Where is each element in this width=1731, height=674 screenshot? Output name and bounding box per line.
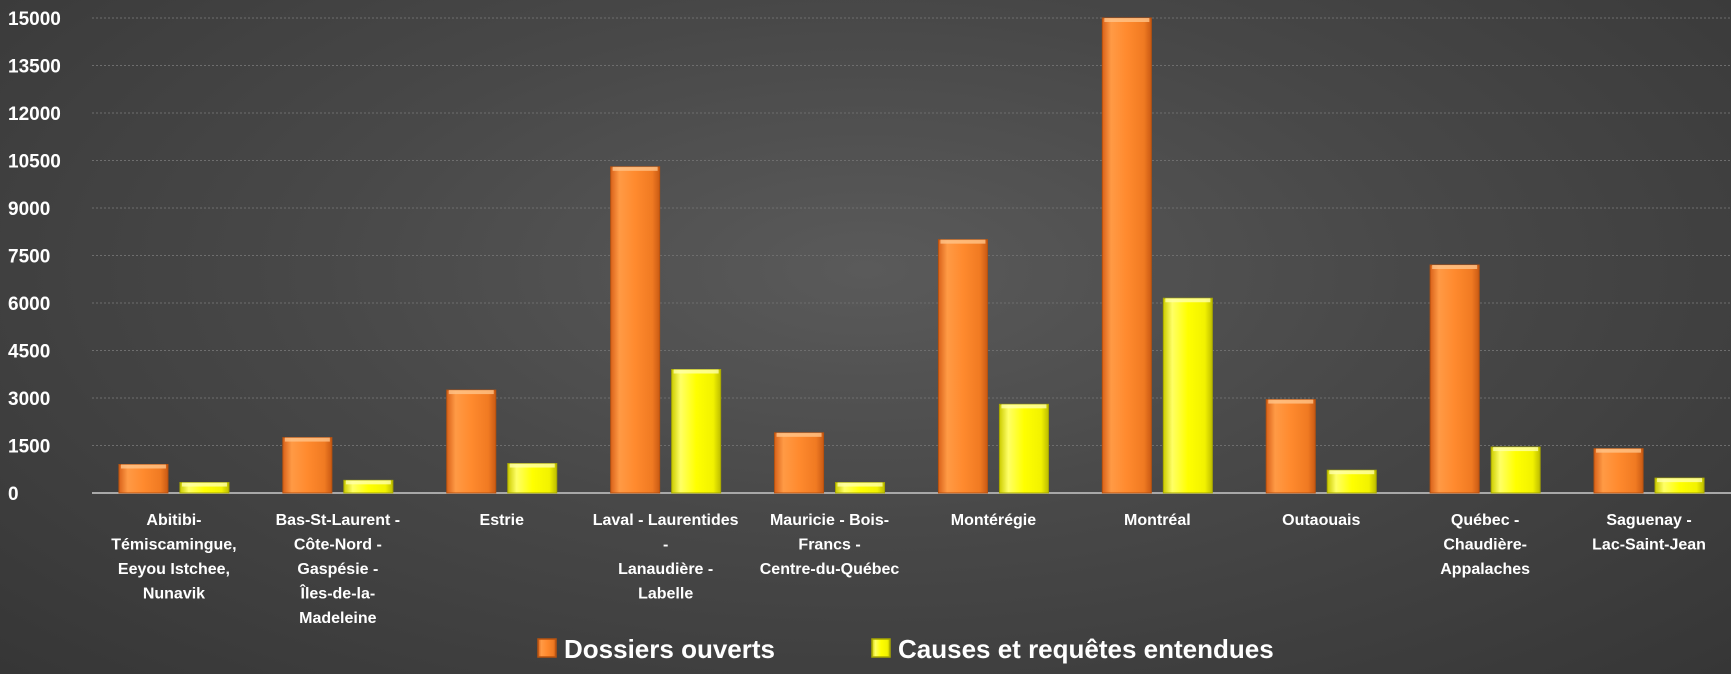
bar-highlight (448, 390, 494, 395)
bars (118, 17, 1705, 494)
bar-highlight (1001, 404, 1047, 409)
bar-highlight (1104, 18, 1150, 22)
bar-dossiers-ouverts (446, 389, 497, 494)
y-tick-label: 12000 (8, 104, 61, 125)
y-tick-label: 9000 (8, 199, 50, 220)
x-tick-label: Gaspésie - (297, 561, 378, 578)
x-tick-label: Montérégie (951, 512, 1036, 529)
bar-highlight (776, 432, 822, 437)
bar-dossiers-ouverts (282, 437, 333, 494)
bar-highlight (1493, 447, 1539, 452)
bar-highlight (612, 166, 658, 171)
bar-highlight (1329, 470, 1375, 475)
y-axis-ticks: 0 1500 3000 4500 6000 7500 9000 10500 12000 13500… (8, 9, 61, 505)
x-tick-label: Laval - Laurentides (593, 512, 739, 529)
bar-highlight (181, 482, 227, 487)
gridlines (92, 17, 1731, 494)
x-tick-label: Outaouais (1282, 512, 1360, 529)
x-tick-label: Îles-de-la- (300, 584, 376, 603)
x-tick-label: Nunavik (143, 586, 205, 603)
x-tick-label: Québec - (1451, 512, 1519, 529)
bar-dossiers-ouverts (1101, 17, 1152, 494)
y-tick-label: 7500 (8, 247, 50, 268)
x-tick-label: Abitibi- (146, 512, 201, 529)
bar-dossiers-ouverts (774, 432, 825, 494)
bar-highlight (1268, 399, 1314, 404)
x-tick-label: Montréal (1124, 512, 1191, 529)
bar-highlight (345, 480, 391, 485)
y-tick-label: 15000 (8, 9, 61, 30)
bar-causes-entendues (507, 463, 558, 494)
bar-highlight (1657, 478, 1703, 483)
bar-highlight (1165, 298, 1211, 303)
x-tick-label: Mauricie - Bois- (770, 512, 889, 529)
x-tick-label: Madeleine (299, 610, 376, 627)
y-tick-label: 4500 (8, 342, 50, 363)
x-tick-label: Côte-Nord - (294, 537, 382, 554)
x-tick-label: Appalaches (1440, 561, 1530, 578)
y-tick-label: 13500 (8, 57, 61, 78)
legend-swatch-dossiers-ouverts (537, 638, 557, 658)
bar-dossiers-ouverts (118, 464, 169, 494)
y-tick-label: 0 (8, 484, 19, 505)
y-tick-label: 1500 (8, 437, 50, 458)
x-tick-label: Estrie (480, 512, 525, 529)
y-tick-label: 6000 (8, 294, 50, 315)
x-tick-label: Saguenay - (1606, 512, 1691, 529)
bar-highlight (1596, 448, 1642, 453)
bar-dossiers-ouverts (937, 239, 988, 494)
bar-highlight (837, 482, 883, 487)
x-tick-label: Lac-Saint-Jean (1592, 537, 1706, 554)
bar-dossiers-ouverts (610, 166, 661, 494)
x-tick-label: Francs - (798, 537, 860, 554)
bar-causes-entendues (1162, 297, 1213, 494)
legend-swatch-causes-entendues (871, 638, 891, 658)
legend-label: Dossiers ouverts (564, 634, 775, 664)
bar-highlight (673, 369, 719, 374)
legend: Dossiers ouverts Causes et requêtes enten… (537, 634, 1274, 664)
bar-highlight (509, 463, 555, 468)
bar-causes-entendues (671, 369, 722, 494)
x-axis-ticks: Abitibi- Témiscamingue, Eeyou Istchee, Nuna… (111, 512, 1706, 627)
legend-label: Causes et requêtes entendues (898, 634, 1274, 664)
x-tick-label: Eeyou Istchee, (118, 561, 230, 578)
bar-causes-entendues (998, 403, 1049, 494)
bar-highlight (120, 464, 166, 469)
x-tick-label: Chaudière- (1443, 537, 1527, 554)
bar-highlight (284, 437, 330, 442)
bar-highlight (1432, 265, 1478, 269)
x-tick-label: Bas-St-Laurent - (276, 512, 400, 529)
x-tick-label: Centre-du-Québec (760, 561, 900, 578)
bar-causes-entendues (1490, 446, 1541, 494)
bar-dossiers-ouverts (1593, 448, 1644, 494)
x-tick-label: Lanaudière - (618, 561, 713, 578)
y-tick-label: 10500 (8, 152, 61, 173)
bar-dossiers-ouverts (1429, 264, 1480, 494)
x-tick-label: - (663, 537, 668, 554)
bar-dossiers-ouverts (1265, 399, 1316, 494)
x-tick-label: Témiscamingue, (111, 537, 236, 554)
x-tick-label: Labelle (638, 586, 693, 603)
y-tick-label: 3000 (8, 389, 50, 410)
bar-highlight (940, 239, 986, 244)
